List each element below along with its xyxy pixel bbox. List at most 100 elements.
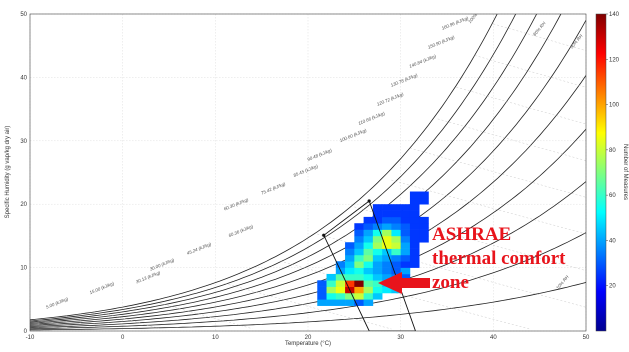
heatmap-bin (345, 299, 355, 306)
heatmap-bin (372, 267, 383, 275)
heatmap-bin (409, 191, 420, 199)
heatmap-bin (345, 292, 355, 300)
colorbar-tick-label: 120 (609, 57, 620, 63)
comfort-zone-annotation: ASHRAE thermal comfort zone (378, 224, 566, 294)
heatmap-bin (409, 248, 420, 256)
heatmap-bin (400, 223, 411, 230)
heatmap-bin (326, 280, 337, 287)
enthalpy-line (104, 313, 160, 329)
rh-curve (30, 282, 586, 331)
x-tick-label: 0 (121, 335, 125, 341)
heatmap-bin (419, 216, 429, 224)
heatmap-bin (335, 261, 346, 268)
heatmap-bin (354, 299, 364, 306)
colorbar-tick-label: 20 (609, 284, 616, 290)
heatmap-bin (382, 216, 392, 224)
heatmap-bin (391, 204, 401, 211)
x-tick-label: 50 (583, 335, 590, 341)
rh-curve (30, 128, 586, 327)
heatmap-bin (372, 204, 383, 211)
plot-frame (29, 13, 587, 332)
heatmap-bin (345, 242, 355, 249)
heatmap-bin (400, 235, 411, 243)
heatmap-bin (419, 191, 429, 199)
heatmap-bin (354, 229, 364, 237)
heatmap-bin (391, 267, 401, 275)
heatmap-bin (409, 204, 420, 211)
annotation-line-3: zone (432, 272, 469, 293)
heatmap-bin (326, 292, 337, 300)
heatmap-bin (391, 261, 401, 268)
heatmap-bin (354, 242, 364, 249)
colorbar-tick-label: 140 (609, 12, 620, 18)
heatmap-bin (372, 292, 383, 300)
rh-curve (30, 232, 586, 330)
heatmap-bin (391, 254, 401, 262)
heatmap-bin (363, 280, 374, 287)
enthalpy-line (456, 86, 586, 125)
x-axis-label: Temperature (°C) (285, 341, 331, 347)
enthalpy-line (159, 303, 253, 329)
heatmap-bin (382, 267, 392, 275)
heatmap-bin (363, 267, 374, 275)
heatmap-bin (345, 280, 355, 287)
colorbar-tick-label: 40 (609, 238, 616, 244)
colorbar-label: Number of Measures (622, 144, 628, 200)
heatmap-bin (391, 242, 401, 249)
heatmap-bin (409, 254, 420, 262)
y-tick-label: 0 (24, 329, 28, 335)
heatmap-bin (372, 248, 383, 256)
heatmap-bin (363, 229, 374, 237)
heatmap-bin (326, 299, 337, 306)
heatmap-bin (400, 242, 411, 249)
heatmap-bin (400, 248, 411, 256)
heatmap-bin (363, 254, 374, 262)
heatmap-bin (400, 210, 411, 218)
y-tick-label: 20 (20, 202, 27, 208)
heatmap-bin (372, 261, 383, 268)
rh-curve (30, 14, 562, 324)
colorbar-tick-label: 60 (609, 193, 616, 199)
heatmap-bin (363, 216, 374, 224)
comfort-zone (322, 199, 416, 331)
heatmap-bin (354, 280, 364, 287)
heatmap-bin (363, 261, 374, 268)
rh-curve (30, 14, 498, 321)
y-tick-label: 10 (20, 266, 27, 272)
heatmap-bin (335, 299, 346, 306)
x-tick-label: 30 (397, 335, 404, 341)
heatmap-bin (345, 248, 355, 256)
heatmap-bin (345, 267, 355, 275)
heatmap-bin (391, 210, 401, 218)
heatmap-bin (400, 204, 411, 211)
heatmap-bin (335, 273, 346, 281)
heatmap-bin (391, 223, 401, 230)
heatmap-bin (354, 292, 364, 300)
heatmap-bin (363, 286, 374, 294)
heatmap-bin (372, 216, 383, 224)
heatmap-bin (372, 242, 383, 249)
heatmap-bin (382, 235, 392, 243)
heatmap-bin (354, 267, 364, 275)
heatmap-bin (326, 273, 337, 281)
heatmap-bin (409, 197, 420, 205)
heatmap-bin (409, 229, 420, 237)
heatmap-bin (409, 235, 420, 243)
colorbar-ticks: 20 40 60 80 100 120 140 (606, 12, 620, 290)
enthalpy-line (493, 23, 586, 51)
annotation-arrow (378, 272, 430, 294)
heatmap-bin (372, 235, 383, 243)
y-tick-label: 40 (20, 75, 27, 81)
heatmap-bin (400, 267, 411, 275)
heatmap-bin (354, 273, 364, 281)
y-axis-label: Specific Humidity (g vap/kg dry air) (5, 126, 11, 219)
heatmap-bin (382, 261, 392, 268)
heatmap-bin (382, 242, 392, 249)
heatmap-bin (354, 254, 364, 262)
heatmap-bin (317, 292, 327, 300)
enthalpy-line (280, 261, 531, 330)
heatmap-bin (363, 273, 374, 281)
heatmap-bin (419, 235, 429, 243)
